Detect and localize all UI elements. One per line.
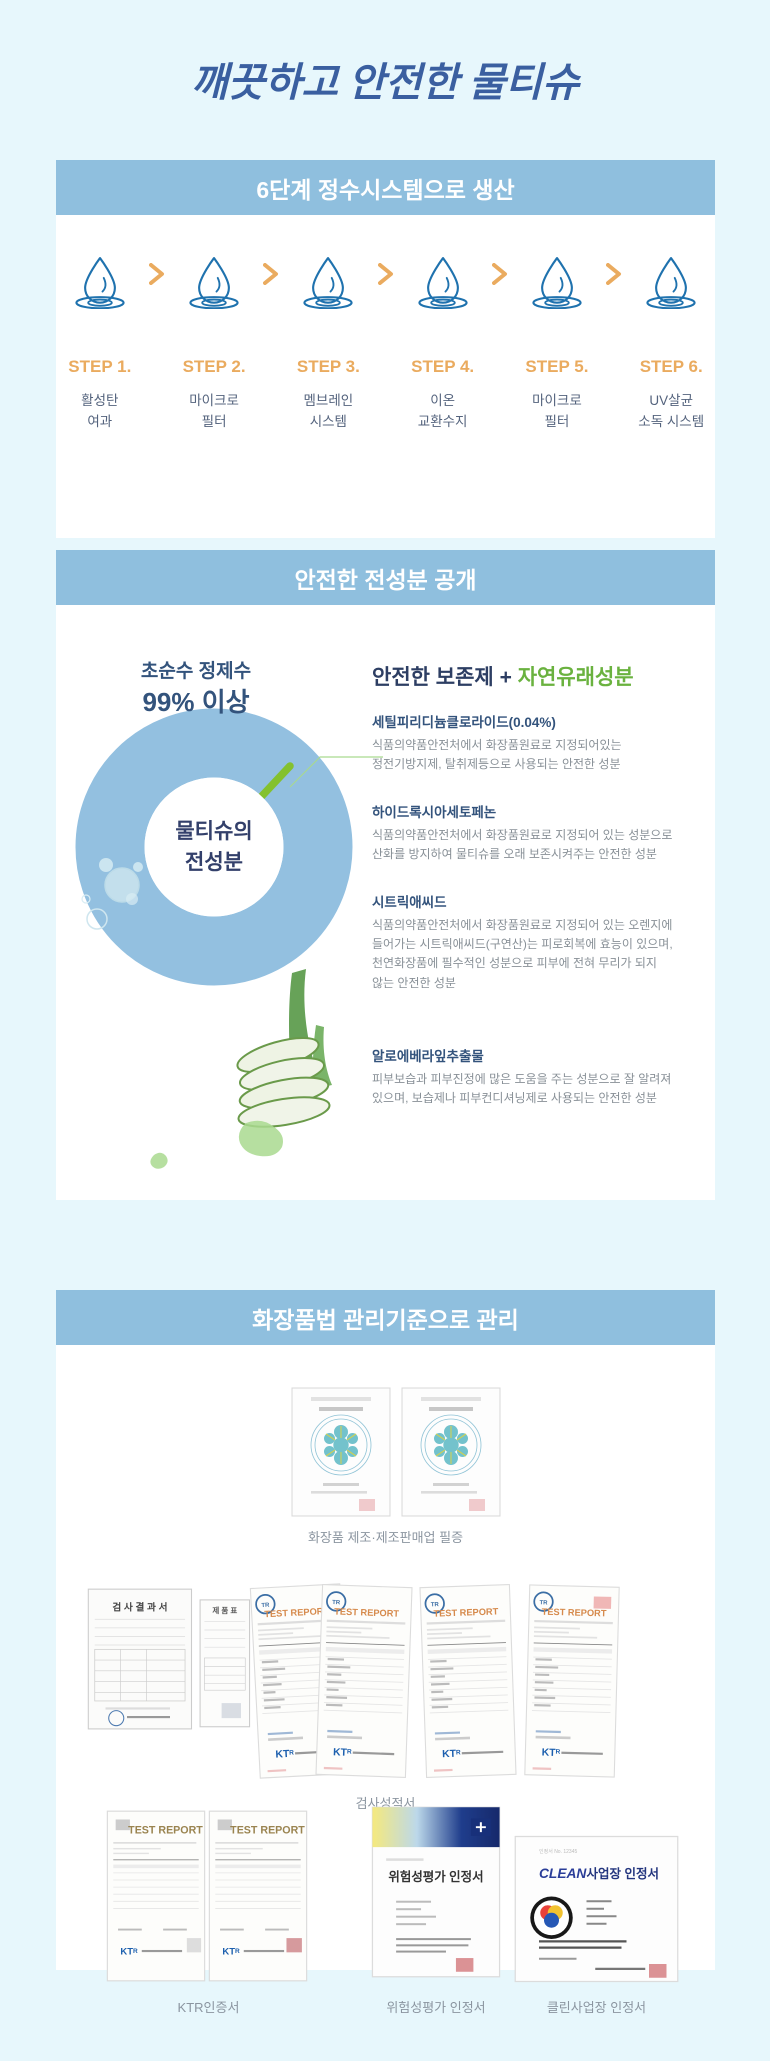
svg-text:TEST REPORT: TEST REPORT: [128, 1825, 203, 1837]
svg-text:TR: TR: [539, 1600, 548, 1606]
svg-text:검 사 결 과 서: 검 사 결 과 서: [112, 1602, 167, 1614]
svg-text:CLEAN: CLEAN: [539, 1866, 587, 1881]
svg-text:위험성평가 인정서: 위험성평가 인정서: [388, 1869, 483, 1884]
svg-text:TR: TR: [332, 1600, 341, 1606]
svg-text:TR: TR: [431, 1602, 440, 1608]
svg-text:제 품 표: 제 품 표: [212, 1605, 237, 1615]
svg-text:TEST REPORT: TEST REPORT: [230, 1825, 305, 1837]
svg-text:인정서 No. 12345: 인정서 No. 12345: [539, 1848, 577, 1855]
svg-text:사업장 인정서: 사업장 인정서: [587, 1866, 659, 1881]
